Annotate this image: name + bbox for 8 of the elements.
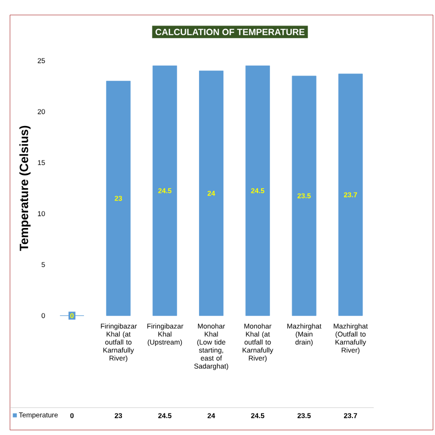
chart-title: CALCULATION OF TEMPERATURE [156, 28, 304, 36]
bar [152, 66, 178, 316]
bar [106, 80, 131, 316]
bar [199, 70, 224, 316]
bar [292, 76, 316, 316]
bar [245, 66, 270, 316]
y-axis-title: Temperature (Celsius) [19, 126, 31, 251]
bar [338, 74, 363, 316]
